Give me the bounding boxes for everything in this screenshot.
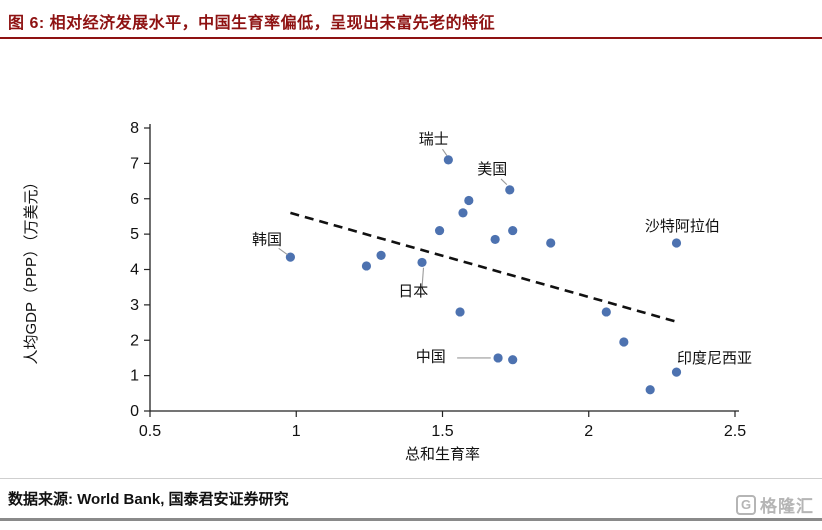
annotation-label: 韩国 (252, 232, 282, 249)
annotation-leader (421, 267, 425, 288)
x-tick-label: 2.5 (724, 423, 746, 440)
annotation-label: 瑞士 (419, 131, 449, 148)
fertility-gdp-scatter-chart: 0.5 1 1.5 2 2.5 0 1 2 3 4 5 6 7 8 总和生育率 人均GDP（PPP）（万美元）… (23, 120, 752, 463)
data-point (546, 238, 556, 248)
x-tick-label: 0.5 (139, 423, 161, 440)
y-tick-label: 7 (130, 155, 139, 172)
data-point (376, 250, 386, 260)
data-point (434, 225, 445, 236)
x-tick-label: 1 (292, 423, 301, 440)
data-point (455, 307, 465, 317)
figure-title: 图 6: 相对经济发展水平，中国生育率偏低，呈现出未富先老的特征 (8, 15, 496, 32)
y-tick-label: 1 (130, 368, 139, 385)
data-point (490, 234, 500, 245)
data-point (601, 307, 611, 317)
annotation-leader (500, 178, 508, 185)
data-point (458, 208, 468, 218)
gelonghui-logo-text: 格隆汇 (760, 497, 814, 516)
annotation-label: 美国 (477, 161, 507, 178)
data-source-text: 数据来源: World Bank, 国泰君安证券研究 (8, 491, 289, 508)
data-point-韩国 (285, 252, 295, 262)
data-point-沙特阿拉伯 (671, 238, 682, 248)
data-point-瑞士 (443, 155, 453, 165)
annotation-label: 印度尼西亚 (677, 350, 752, 367)
footer-divider-bottom (0, 518, 822, 521)
data-point-中国 (493, 353, 503, 363)
data-point (645, 385, 655, 395)
annotation-label: 沙特阿拉伯 (645, 218, 720, 235)
y-tick-label: 2 (130, 332, 139, 349)
data-point-日本 (417, 257, 427, 268)
data-point (508, 355, 518, 365)
annotation-label: 日本 (398, 283, 428, 300)
footer-divider-top (0, 478, 822, 479)
y-tick-label: 5 (130, 226, 139, 243)
y-tick-label: 3 (130, 297, 139, 314)
y-axis-title: 人均GDP（PPP）（万美元） (23, 174, 40, 364)
trend-line (290, 211, 680, 324)
data-point (619, 337, 629, 347)
data-point (464, 195, 474, 206)
y-tick-label: 6 (130, 191, 139, 208)
annotation-leader (442, 148, 448, 156)
gelonghui-watermark: G 格隆汇 (736, 492, 814, 517)
x-tick-label: 2 (584, 423, 593, 440)
data-point-美国 (505, 185, 515, 195)
annotation-label: 中国 (416, 348, 446, 365)
annotation-leader (278, 247, 288, 256)
header-divider (0, 37, 822, 39)
y-tick-label: 0 (130, 403, 139, 420)
y-tick-label: 8 (130, 120, 139, 137)
gelonghui-logo-icon: G (736, 494, 756, 515)
data-point-印度尼西亚 (671, 367, 682, 377)
data-point (361, 261, 372, 271)
x-axis-title: 总和生育率 (405, 446, 480, 463)
y-tick-label: 4 (130, 262, 139, 279)
data-point (508, 225, 518, 236)
x-tick-label: 1.5 (431, 423, 453, 440)
